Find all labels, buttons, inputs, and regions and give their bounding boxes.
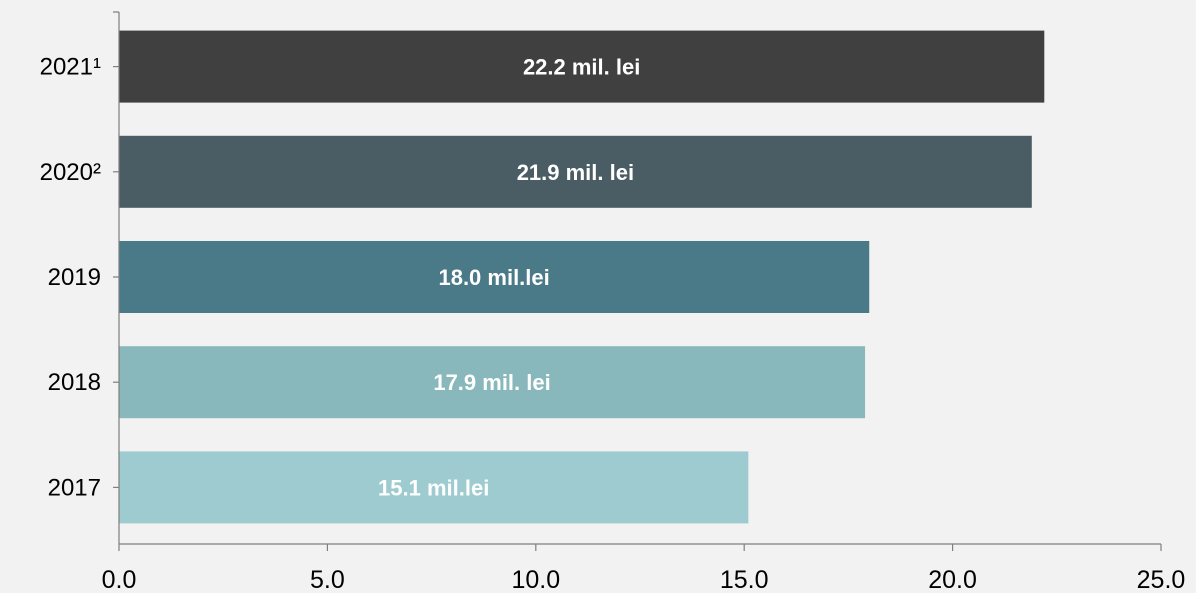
category-label-2021: 2021¹ <box>40 54 101 81</box>
bar-2021 <box>119 30 1045 103</box>
category-label-2018: 2018 <box>48 369 101 396</box>
category-label-2017: 2017 <box>48 474 101 501</box>
data-label-2020: 21.9 mil. lei <box>517 160 634 185</box>
data-label-2021: 22.2 mil. lei <box>523 55 640 80</box>
bar-2019 <box>119 241 870 313</box>
x-tick-label: 0.0 <box>102 566 137 593</box>
x-tick-label: 20.0 <box>928 566 977 593</box>
bar-2020 <box>119 135 1032 208</box>
data-label-2018: 17.9 mil. lei <box>433 370 550 395</box>
data-label-2017: 15.1 mil.lei <box>378 475 489 500</box>
bar-2018 <box>119 346 866 419</box>
x-tick-label: 25.0 <box>1137 566 1186 593</box>
x-tick-label: 15.0 <box>720 566 769 593</box>
axes-layer <box>113 11 1162 551</box>
labels-layer: 15.1 mil.lei 2017 17.9 mil. lei 2018 18.0 mi… <box>40 54 1186 593</box>
x-tick-label: 10.0 <box>511 566 560 593</box>
category-label-2020: 2020² <box>40 159 101 186</box>
data-label-2019: 18.0 mil.lei <box>438 265 549 290</box>
bar-2017 <box>119 451 749 524</box>
bars-layer <box>119 30 1045 524</box>
x-tick-label: 5.0 <box>310 566 345 593</box>
category-label-2019: 2019 <box>48 264 101 291</box>
